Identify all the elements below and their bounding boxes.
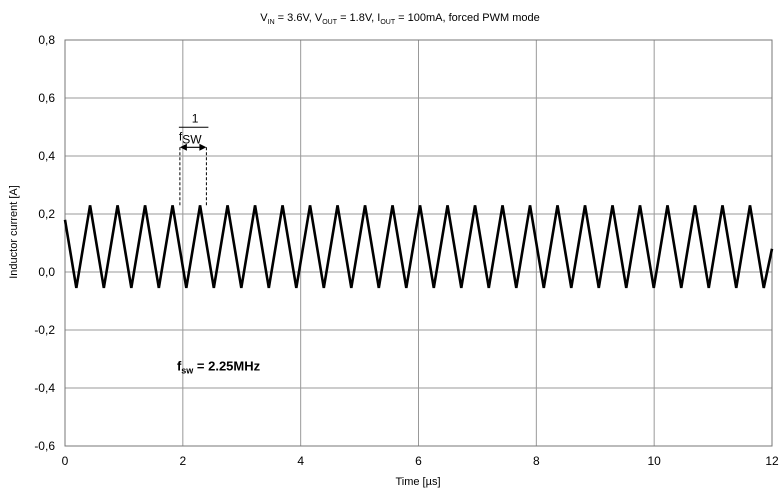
- period-label-denominator: fSW: [179, 129, 202, 146]
- x-tick-label: 2: [179, 454, 186, 468]
- y-tick-label: -0,6: [34, 439, 55, 453]
- y-tick-label: 0,6: [38, 91, 55, 105]
- x-tick-label: 12: [765, 454, 779, 468]
- title-part: = 100mA, forced PWM mode: [395, 12, 540, 24]
- y-tick-label: 0,4: [38, 149, 55, 163]
- period-label-f: f: [179, 129, 183, 143]
- y-tick-label: -0,4: [34, 381, 55, 395]
- plot-series: [63, 205, 774, 289]
- x-tick-label: 10: [647, 454, 661, 468]
- plot-frame: [64, 39, 773, 447]
- frequency-label: fsw = 2.25MHz: [177, 359, 261, 376]
- inductor-current-trace: [63, 205, 774, 289]
- frequency-label-sub: sw: [181, 366, 194, 376]
- title-part: OUT: [322, 19, 338, 26]
- axis-ticks: 0 2 4 6 8 10 12 -0,6 -0,4 -0,2 0,0 0,2 0,4 0,6 0,8: [34, 33, 779, 468]
- y-tick-label: 0,0: [38, 265, 55, 279]
- y-tick-label: 0,2: [38, 207, 55, 221]
- x-axis-title: Time [µs]: [395, 476, 440, 488]
- period-label-numerator: 1: [192, 111, 199, 125]
- period-arrowhead-right: [199, 143, 207, 151]
- title-part: IN: [268, 19, 275, 26]
- title-part: = 3.6V, V: [275, 12, 323, 24]
- title-part: V: [260, 12, 268, 24]
- chart-title: VIN = 3.6V, VOUT = 1.8V, IOUT = 100mA, f…: [260, 12, 539, 26]
- y-tick-label: -0,2: [34, 323, 55, 337]
- period-label-sub: SW: [182, 132, 202, 146]
- y-tick-label: 0,8: [38, 33, 55, 47]
- x-tick-label: 6: [415, 454, 422, 468]
- frequency-label-f: f: [177, 359, 182, 374]
- title-part: = 1.8V, I: [337, 12, 380, 24]
- title-part: OUT: [380, 19, 396, 26]
- x-tick-label: 8: [533, 454, 540, 468]
- y-axis-title: Inductor current [A]: [8, 185, 20, 279]
- x-tick-label: 0: [62, 454, 69, 468]
- period-arrowhead-left: [179, 143, 187, 151]
- grid: [64, 39, 773, 447]
- x-tick-label: 4: [297, 454, 304, 468]
- frequency-label-value: = 2.25MHz: [193, 359, 260, 374]
